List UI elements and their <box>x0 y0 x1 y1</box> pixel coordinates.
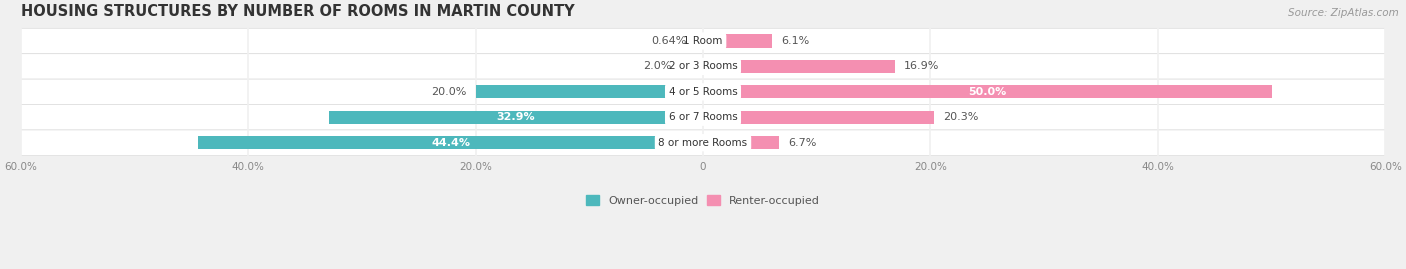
Text: HOUSING STRUCTURES BY NUMBER OF ROOMS IN MARTIN COUNTY: HOUSING STRUCTURES BY NUMBER OF ROOMS IN… <box>21 4 574 19</box>
FancyBboxPatch shape <box>20 130 1386 155</box>
Text: 20.3%: 20.3% <box>943 112 979 122</box>
Bar <box>475 85 703 98</box>
Text: Source: ZipAtlas.com: Source: ZipAtlas.com <box>1288 8 1399 18</box>
Bar <box>703 60 896 73</box>
Text: 16.9%: 16.9% <box>904 61 939 72</box>
Text: 32.9%: 32.9% <box>496 112 536 122</box>
Text: 1 Room: 1 Room <box>683 36 723 46</box>
Text: 44.4%: 44.4% <box>432 138 470 148</box>
Bar <box>696 34 703 48</box>
Text: 2 or 3 Rooms: 2 or 3 Rooms <box>669 61 737 72</box>
Bar <box>703 136 779 149</box>
Bar <box>198 136 703 149</box>
Text: 4 or 5 Rooms: 4 or 5 Rooms <box>669 87 737 97</box>
Text: 8 or more Rooms: 8 or more Rooms <box>658 138 748 148</box>
FancyBboxPatch shape <box>20 79 1386 105</box>
Text: 0.64%: 0.64% <box>651 36 686 46</box>
Text: 20.0%: 20.0% <box>432 87 467 97</box>
Bar <box>681 60 703 73</box>
Bar <box>703 111 934 124</box>
FancyBboxPatch shape <box>20 28 1386 54</box>
FancyBboxPatch shape <box>20 105 1386 130</box>
Text: 2.0%: 2.0% <box>643 61 671 72</box>
Text: 50.0%: 50.0% <box>969 87 1007 97</box>
Bar <box>703 34 772 48</box>
Text: 6.7%: 6.7% <box>789 138 817 148</box>
Text: 6 or 7 Rooms: 6 or 7 Rooms <box>669 112 737 122</box>
FancyBboxPatch shape <box>20 54 1386 79</box>
Bar <box>703 85 1271 98</box>
Legend: Owner-occupied, Renter-occupied: Owner-occupied, Renter-occupied <box>581 191 825 210</box>
Text: 6.1%: 6.1% <box>782 36 810 46</box>
Bar <box>329 111 703 124</box>
